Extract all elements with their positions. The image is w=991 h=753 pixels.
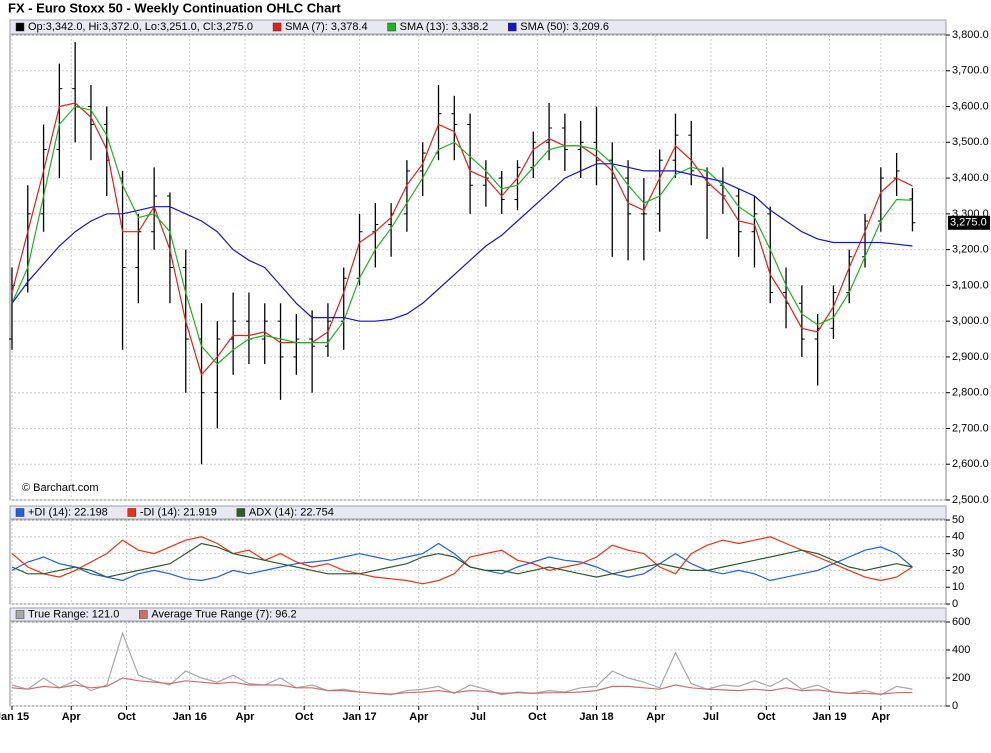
legend-swatch bbox=[387, 22, 396, 32]
legend-label: SMA (13): 3,338.2 bbox=[400, 21, 489, 33]
x-tick-label: Jan 19 bbox=[812, 711, 846, 723]
x-tick-label: Jan 16 bbox=[173, 711, 207, 723]
x-tick-label: Jan 15 bbox=[0, 711, 29, 723]
series-line bbox=[11, 677, 913, 695]
x-tick-label: Apr bbox=[871, 711, 891, 723]
x-tick-label: Oct bbox=[295, 711, 314, 723]
y-tick-label: 2,600.0 bbox=[952, 458, 989, 470]
legend-label: -DI (14): 21.919 bbox=[140, 506, 217, 518]
legend-label: Op:3,342.0, Hi:3,372.0, Lo:3,251.0, Cl:3… bbox=[28, 21, 253, 33]
series-line bbox=[11, 542, 913, 582]
y-tick-label: 3,400.0 bbox=[952, 172, 989, 184]
legend-swatch bbox=[127, 508, 137, 517]
x-tick-label: Jul bbox=[470, 711, 486, 723]
x-tick-label: Jan 17 bbox=[342, 711, 376, 723]
y-tick-label: 3,100.0 bbox=[952, 279, 989, 291]
series-line bbox=[11, 102, 913, 377]
y-tick-label: 600 bbox=[952, 616, 970, 628]
legend-swatch bbox=[508, 22, 517, 32]
last-price-label: 3,275.0 bbox=[950, 217, 987, 229]
series-line bbox=[11, 536, 913, 585]
y-tick-label: 3,500.0 bbox=[952, 136, 989, 148]
x-tick-label: Oct bbox=[528, 711, 547, 723]
y-tick-label: 2,900.0 bbox=[952, 351, 989, 363]
x-tick-label: Apr bbox=[236, 711, 256, 723]
y-tick-label: 2,500.0 bbox=[952, 494, 989, 506]
y-tick-label: 3,200.0 bbox=[952, 244, 989, 256]
legend-swatch bbox=[15, 610, 25, 619]
x-tick-label: Apr bbox=[409, 711, 429, 723]
y-tick-label: 2,700.0 bbox=[952, 422, 989, 434]
y-tick-label: 30 bbox=[952, 548, 964, 560]
legend-swatch bbox=[236, 508, 246, 517]
chart-title: FX - Euro Stoxx 50 - Weekly Continuation… bbox=[8, 0, 341, 15]
credit: © Barchart.com bbox=[22, 482, 99, 494]
y-tick-label: 3,800.0 bbox=[952, 29, 989, 41]
series-line bbox=[11, 542, 913, 578]
y-tick-label: 20 bbox=[952, 564, 964, 576]
series-line bbox=[11, 631, 913, 696]
legend-swatch bbox=[15, 508, 25, 517]
legend-label: +DI (14): 22.198 bbox=[28, 506, 108, 518]
x-tick-label: Oct bbox=[757, 711, 776, 723]
legend-label: SMA (50): 3,209.6 bbox=[520, 21, 609, 33]
legend-bar bbox=[9, 607, 947, 622]
y-tick-label: 400 bbox=[952, 644, 970, 656]
x-tick-label: Jan 18 bbox=[579, 711, 613, 723]
legend-label: True Range: 121.0 bbox=[28, 608, 119, 620]
series-line bbox=[11, 163, 913, 322]
y-tick-label: 3,600.0 bbox=[952, 100, 989, 112]
legend-label: SMA (7): 3,378.4 bbox=[285, 21, 368, 33]
x-tick-label: Apr bbox=[646, 711, 666, 723]
y-tick-label: 200 bbox=[952, 672, 970, 684]
y-tick-label: 0 bbox=[952, 700, 958, 712]
legend-swatch bbox=[139, 610, 148, 619]
legend-bar bbox=[9, 19, 947, 35]
legend-label: ADX (14): 22.754 bbox=[249, 506, 334, 518]
x-tick-label: Oct bbox=[117, 711, 136, 723]
x-tick-label: Apr bbox=[62, 711, 82, 723]
y-tick-label: 0 bbox=[952, 598, 958, 610]
last-price-tag bbox=[948, 215, 990, 230]
y-tick-label: 40 bbox=[952, 531, 964, 543]
series-line bbox=[11, 105, 913, 365]
y-tick-label: 10 bbox=[952, 581, 964, 593]
legend-label: Average True Range (7): 96.2 bbox=[151, 608, 296, 620]
y-tick-label: 3,000.0 bbox=[952, 315, 989, 327]
y-tick-label: 50 bbox=[952, 514, 964, 526]
legend-swatch bbox=[272, 22, 282, 32]
x-tick-label: Jul bbox=[703, 711, 719, 723]
y-tick-label: 2,800.0 bbox=[952, 387, 989, 399]
y-tick-label: 3,700.0 bbox=[952, 65, 989, 77]
legend-swatch bbox=[15, 22, 25, 32]
